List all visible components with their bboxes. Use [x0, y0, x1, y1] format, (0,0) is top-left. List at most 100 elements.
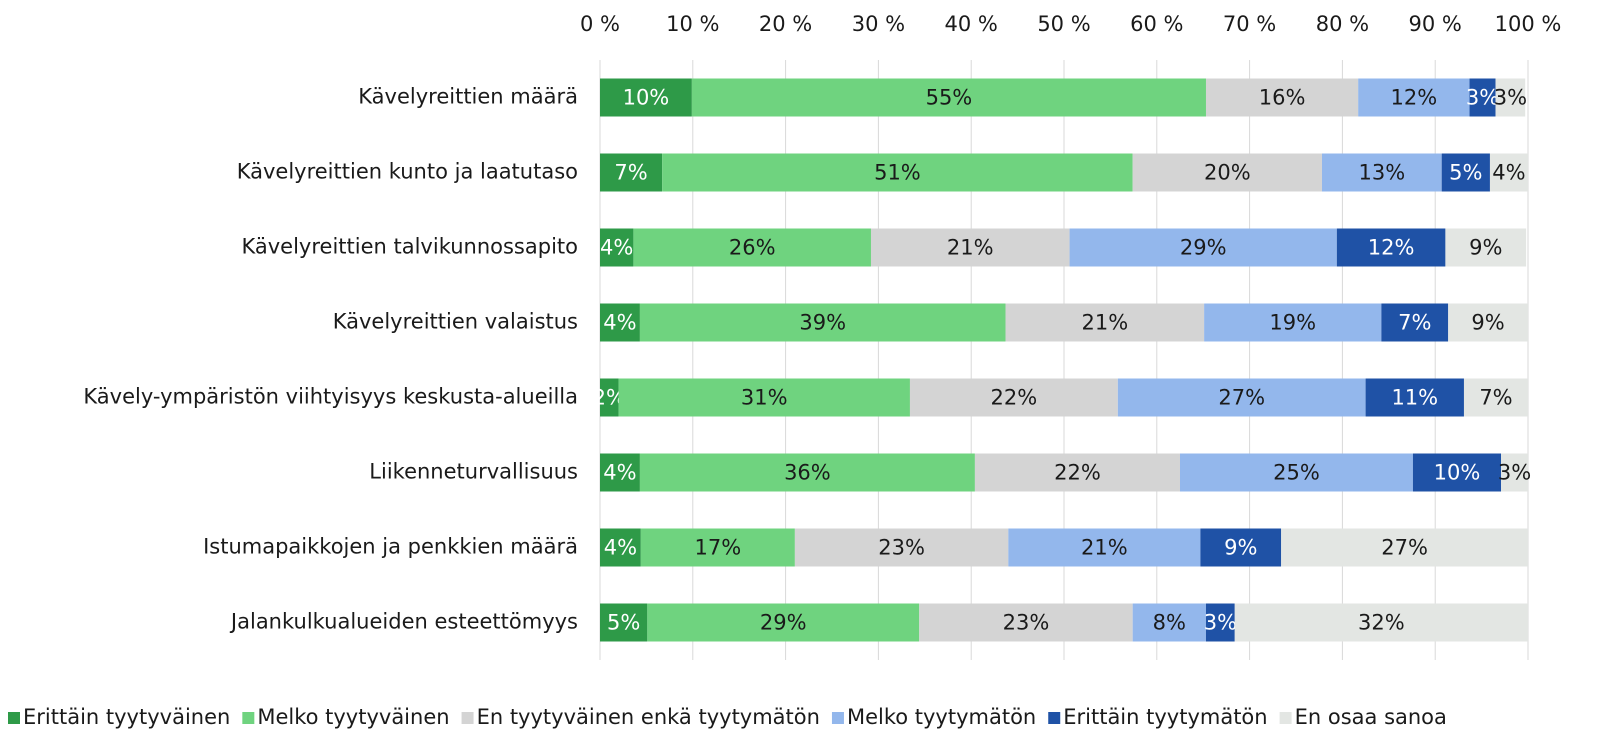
data-label: 9% — [1471, 311, 1504, 335]
data-label: 55% — [926, 86, 973, 110]
bar-segment — [1008, 528, 1201, 567]
x-tick-label: 90 % — [1409, 12, 1462, 36]
category-label: Kävelyreittien valaistus — [333, 310, 578, 334]
data-label: 7% — [1479, 386, 1512, 410]
bar-segment — [1412, 453, 1502, 492]
bar-segment — [1205, 78, 1359, 117]
bar-segment — [1180, 453, 1413, 492]
data-label: 4% — [1492, 161, 1525, 185]
data-label: 51% — [874, 161, 921, 185]
data-label: 12% — [1391, 86, 1438, 110]
data-label: 22% — [1054, 461, 1101, 485]
data-label: 17% — [695, 536, 742, 560]
bar-segment — [794, 528, 1009, 567]
legend-label: Melko tyytyväinen — [257, 705, 449, 729]
data-label: 23% — [1003, 611, 1050, 635]
bar-segment — [662, 153, 1133, 192]
bar-segment — [639, 453, 975, 492]
data-label: 13% — [1358, 161, 1405, 185]
bar-segment — [1463, 378, 1528, 417]
bar-segment — [1445, 228, 1527, 267]
bar-segment — [1441, 153, 1490, 192]
bar-segment — [1495, 78, 1526, 117]
x-tick-label: 80 % — [1316, 12, 1369, 36]
category-label: Liikenneturvallisuus — [369, 460, 578, 484]
data-label: 20% — [1204, 161, 1251, 185]
bar-segment — [1132, 603, 1206, 642]
data-label: 9% — [1224, 536, 1257, 560]
data-label: 9% — [1469, 236, 1502, 260]
x-tick-label: 40 % — [945, 12, 998, 36]
data-label: 12% — [1368, 236, 1415, 260]
bar-segment — [600, 228, 634, 267]
bar-segment — [1381, 303, 1449, 342]
data-label: 19% — [1269, 311, 1316, 335]
bar-segment — [1469, 78, 1496, 117]
bar-segment — [1005, 303, 1205, 342]
legend-label: Erittäin tyytymätön — [1063, 705, 1267, 729]
bar-segment — [639, 303, 1006, 342]
data-label: 4% — [600, 236, 633, 260]
x-tick-label: 50 % — [1037, 12, 1090, 36]
data-label: 31% — [741, 386, 788, 410]
bar-segment — [1321, 153, 1442, 192]
bar-segment — [909, 378, 1118, 417]
bar-segment — [600, 453, 640, 492]
bar-segment — [647, 603, 920, 642]
legend-swatch — [831, 712, 844, 724]
bar-segment — [1501, 453, 1528, 492]
bar-segment — [1448, 303, 1528, 342]
legend-swatch — [8, 712, 20, 724]
data-label: 23% — [878, 536, 925, 560]
data-label: 4% — [604, 536, 637, 560]
bar-segment — [600, 303, 640, 342]
x-tick-label: 30 % — [852, 12, 905, 36]
legend-swatch — [242, 712, 255, 724]
data-label: 10% — [1434, 461, 1481, 485]
data-label: 32% — [1358, 611, 1405, 635]
data-label: 3% — [1466, 86, 1499, 110]
bar-segment — [1205, 603, 1235, 642]
data-label: 26% — [729, 236, 776, 260]
legend-swatch — [1279, 712, 1292, 724]
bar-segment — [1336, 228, 1446, 267]
x-tick-label: 20 % — [759, 12, 812, 36]
bar-segment — [1358, 78, 1470, 117]
data-label: 22% — [991, 386, 1038, 410]
bar-segment — [870, 228, 1070, 267]
x-tick-label: 100 % — [1495, 12, 1562, 36]
data-label: 5% — [607, 611, 640, 635]
data-label: 39% — [799, 311, 846, 335]
x-tick-label: 60 % — [1130, 12, 1183, 36]
data-label: 36% — [784, 461, 831, 485]
bar-segment — [600, 78, 692, 117]
data-label: 8% — [1153, 611, 1186, 635]
data-label: 3% — [1204, 611, 1237, 635]
legend-swatch — [461, 712, 474, 724]
data-label: 7% — [614, 161, 647, 185]
bar-segment — [618, 378, 910, 417]
bar-segment — [600, 528, 641, 567]
bar-segment — [1132, 153, 1322, 192]
legend-label: Erittäin tyytyväinen — [23, 705, 230, 729]
category-label: Kävelyreittien talvikunnossapito — [241, 235, 578, 259]
bar-segment — [974, 453, 1180, 492]
bar-segment — [1365, 378, 1464, 417]
legend-swatch — [1048, 712, 1061, 724]
bar-segment — [691, 78, 1206, 117]
bar-segment — [600, 378, 619, 417]
data-label: 4% — [603, 311, 636, 335]
data-label: 7% — [1398, 311, 1431, 335]
bar-segment — [1069, 228, 1337, 267]
bar-segment — [640, 528, 795, 567]
data-label: 21% — [1081, 536, 1128, 560]
bar-segment — [1204, 303, 1382, 342]
data-label: 5% — [1449, 161, 1482, 185]
category-label: Kävelyreittien määrä — [358, 85, 578, 109]
data-label: 21% — [1081, 311, 1128, 335]
data-label: 3% — [1494, 86, 1527, 110]
data-label: 4% — [603, 461, 636, 485]
category-label: Jalankulkualueiden esteettömyys — [229, 610, 578, 634]
bar-segment — [1281, 528, 1528, 567]
